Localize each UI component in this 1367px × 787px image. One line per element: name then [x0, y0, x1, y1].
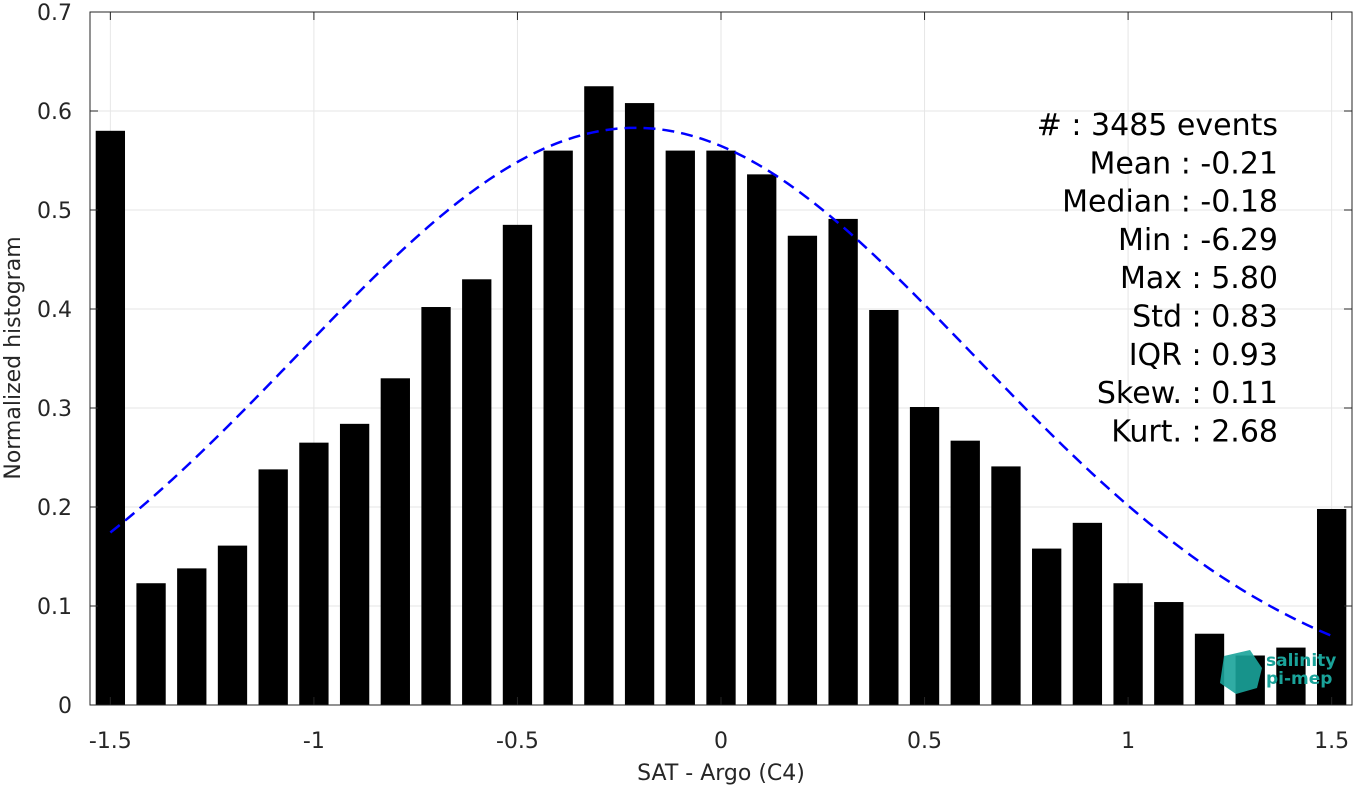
histogram-bar — [828, 218, 858, 705]
histogram-bar — [1194, 633, 1225, 705]
stat-line: # : 3485 events — [1037, 108, 1278, 143]
histogram-bar — [950, 440, 980, 705]
x-tick-label: -0.5 — [496, 729, 539, 754]
gaussian-fit-curve — [109, 126, 1333, 638]
histogram-bar — [909, 407, 940, 705]
y-tick-label: 0.3 — [37, 397, 72, 422]
histogram-bar — [624, 103, 655, 705]
histogram-bar — [95, 130, 126, 706]
histogram-bar — [421, 307, 451, 705]
histogram-bars — [95, 86, 1347, 706]
logo-text-salinity: salinity — [1266, 651, 1336, 671]
histogram-bar — [1072, 522, 1103, 705]
logo-mark-icon — [1220, 650, 1262, 694]
histogram-bar — [869, 309, 899, 705]
x-tick-label: 0.5 — [907, 729, 942, 754]
x-tick-label: 1 — [1121, 729, 1135, 754]
y-tick-label: 0.5 — [37, 199, 72, 224]
histogram-bar — [1276, 647, 1306, 705]
logo-text-pimep: pi-mep — [1266, 669, 1332, 689]
y-axis-label: Normalized histogram — [1, 236, 26, 479]
histogram-bar — [1154, 602, 1184, 705]
histogram-bar — [1032, 548, 1062, 705]
histogram-bar — [584, 86, 614, 705]
histogram-bar — [991, 466, 1021, 705]
y-tick-label: 0 — [58, 694, 72, 719]
stat-line: Std : 0.83 — [1132, 300, 1278, 335]
histogram-bar — [339, 423, 370, 705]
stat-line: Median : -0.18 — [1062, 185, 1278, 220]
histogram-bar — [217, 545, 248, 705]
y-tick-label: 0.4 — [37, 298, 72, 323]
stat-line: Kurt. : 2.68 — [1111, 414, 1278, 449]
y-tick-label: 0.6 — [37, 100, 72, 125]
stat-line: Max : 5.80 — [1120, 261, 1278, 296]
histogram-bar — [502, 224, 533, 705]
histogram-bar — [299, 442, 329, 705]
x-axis-label: SAT - Argo (C4) — [637, 761, 805, 786]
histogram-bar — [747, 174, 777, 706]
histogram-bar — [543, 150, 573, 706]
stat-line: Mean : -0.21 — [1089, 146, 1278, 181]
histogram-bar — [258, 469, 288, 705]
y-tick-label: 0.2 — [37, 496, 72, 521]
stat-line: Skew. : 0.11 — [1097, 376, 1278, 411]
histogram-bar — [706, 150, 736, 706]
histogram-bar — [136, 583, 166, 705]
x-tick-label: 1.5 — [1314, 729, 1349, 754]
histogram-bar — [787, 235, 818, 706]
histogram-bar — [177, 568, 207, 705]
x-tick-label: -1.5 — [89, 729, 132, 754]
stat-line: IQR : 0.93 — [1129, 338, 1278, 373]
histogram-bar — [1113, 583, 1143, 705]
x-tick-label: -1 — [303, 729, 325, 754]
histogram-bar — [380, 378, 410, 705]
histogram-bar — [665, 150, 695, 706]
stat-line: Min : -6.29 — [1118, 223, 1278, 258]
histogram-bar — [462, 279, 492, 705]
y-tick-label: 0.1 — [37, 595, 72, 620]
x-axis-ticks: -1.5 -1 -0.5 0 0.5 1 1.5 — [89, 12, 1349, 754]
salinity-pimep-logo: salinity pi-mep — [1220, 650, 1336, 694]
y-tick-label: 0.7 — [37, 1, 72, 26]
x-tick-label: 0 — [714, 729, 728, 754]
histogram-bar — [1316, 508, 1347, 705]
y-axis-ticks: 0 0.1 0.2 0.3 0.4 0.5 0.6 0.7 — [37, 1, 1352, 719]
